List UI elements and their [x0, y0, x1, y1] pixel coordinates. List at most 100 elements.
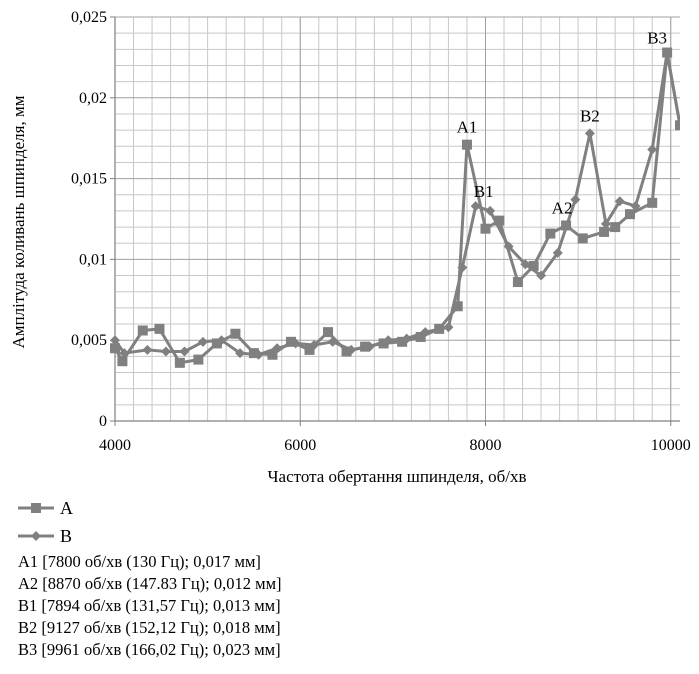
series-line-a [113, 51, 680, 365]
data-point-a [397, 336, 408, 347]
data-point-a [193, 354, 204, 365]
data-point-a [461, 139, 472, 150]
diamond-marker-icon [18, 531, 54, 541]
square-marker-icon [18, 503, 54, 513]
data-point-b [443, 322, 454, 333]
data-point-a [267, 349, 278, 360]
data-point-b [110, 335, 120, 346]
y-tick-label: 0,015 [71, 171, 107, 188]
data-point-b [401, 333, 412, 344]
data-point-b [662, 47, 673, 58]
data-point-b [119, 348, 130, 359]
data-point-a [610, 222, 621, 233]
annotation-a1: A1 [457, 118, 478, 137]
data-point-a [624, 209, 635, 220]
data-point-b [600, 218, 611, 229]
data-point-b [647, 144, 658, 155]
annotation-b2: B2 [580, 106, 600, 125]
note-a2: A2 [8870 об/хв (147.83 Гц); 0,012 мм] [18, 574, 282, 593]
data-point-b [485, 205, 496, 216]
data-point-b [536, 270, 547, 281]
data-point-a [110, 343, 120, 354]
data-point-a [174, 357, 185, 368]
data-point-a [512, 277, 523, 288]
x-tick-label: 10000 [651, 437, 691, 454]
x-tick-label: 6000 [284, 437, 316, 454]
note-b3: B3 [9961 об/хв (166,02 Гц); 0,023 мм] [18, 640, 281, 659]
data-point-a [378, 338, 389, 349]
legend-item-a: A [18, 494, 73, 522]
data-point-a [494, 215, 505, 226]
data-point-a [154, 323, 165, 334]
data-point-a [285, 336, 296, 347]
data-point-b [253, 349, 264, 360]
y-tick-label: 0,025 [71, 9, 107, 26]
data-point-a [304, 344, 315, 355]
data-point-b [327, 336, 338, 347]
data-point-b [235, 348, 246, 359]
data-point-a [211, 338, 222, 349]
note-b2: B2 [9127 об/хв (152,12 Гц); 0,018 мм] [18, 618, 281, 637]
data-point-a [577, 233, 588, 244]
data-point-b [630, 201, 641, 212]
data-point-b [457, 262, 468, 273]
data-point-a [323, 327, 334, 338]
data-point-b [570, 194, 581, 205]
data-point-b [160, 346, 171, 357]
data-point-b [584, 128, 595, 139]
data-point-a [528, 260, 539, 271]
series-a [110, 47, 680, 368]
note-b1: B1 [7894 об/хв (131,57 Гц); 0,013 мм] [18, 596, 281, 615]
y-tick-label: 0,02 [79, 90, 107, 107]
axes: 0 0,005 0,01 0,015 0,02 0,025 4000 6000 8000 1000… [71, 9, 691, 454]
x-axis-label: Частота обертання шпинделя, об/хв [267, 467, 526, 486]
y-tick-label: 0,005 [71, 332, 107, 349]
data-point-a [599, 226, 610, 237]
x-tick-label: 8000 [469, 437, 501, 454]
grid [114, 16, 680, 422]
legend: A B [18, 494, 73, 550]
data-point-b [420, 327, 431, 338]
chart-canvas: 0 0,005 0,01 0,015 0,02 0,025 4000 6000 8000 1000… [9, 9, 691, 486]
data-point-a [341, 346, 352, 357]
peak-notes: A1 [7800 об/хв (130 Гц); 0,017 мм] A2 [8… [18, 551, 282, 661]
data-point-b [216, 335, 227, 346]
y-tick-label: 0,01 [79, 251, 107, 268]
legend-item-b: B [18, 522, 73, 550]
data-point-b [520, 259, 531, 270]
data-point-b [503, 241, 514, 252]
data-point-b [290, 338, 301, 349]
data-point-a [647, 197, 658, 208]
data-point-b [142, 344, 153, 355]
legend-label-b: B [60, 525, 73, 546]
data-point-a [480, 223, 491, 234]
data-point-a [230, 328, 241, 339]
data-point-b [364, 341, 375, 352]
legend-label-a: A [60, 497, 73, 518]
data-point-b [383, 335, 394, 346]
annotation-b3: B3 [647, 29, 667, 48]
series-line-b [113, 51, 680, 357]
data-point-b [309, 340, 320, 351]
data-point-a [545, 228, 556, 239]
data-point-a [415, 331, 426, 342]
series-lines [110, 47, 680, 368]
data-point-b [675, 120, 680, 131]
annotation-a2: A2 [552, 198, 573, 217]
annotation-b1: B1 [474, 182, 494, 201]
note-a1: A1 [7800 об/хв (130 Гц); 0,017 мм] [18, 552, 261, 571]
point-annotations: A1 B1 A2 B2 B3 [457, 29, 667, 218]
data-point-b [470, 201, 481, 212]
data-point-a [117, 356, 128, 367]
data-point-b [346, 344, 357, 355]
data-point-b [197, 336, 208, 347]
data-point-b [614, 196, 625, 207]
data-point-a [452, 301, 463, 312]
y-tick-label: 0 [99, 413, 107, 430]
data-point-b [272, 343, 283, 354]
x-tick-label: 4000 [99, 437, 131, 454]
data-point-a [137, 325, 148, 336]
series-b [110, 47, 680, 360]
data-point-b [552, 247, 563, 258]
data-point-b [179, 346, 190, 357]
